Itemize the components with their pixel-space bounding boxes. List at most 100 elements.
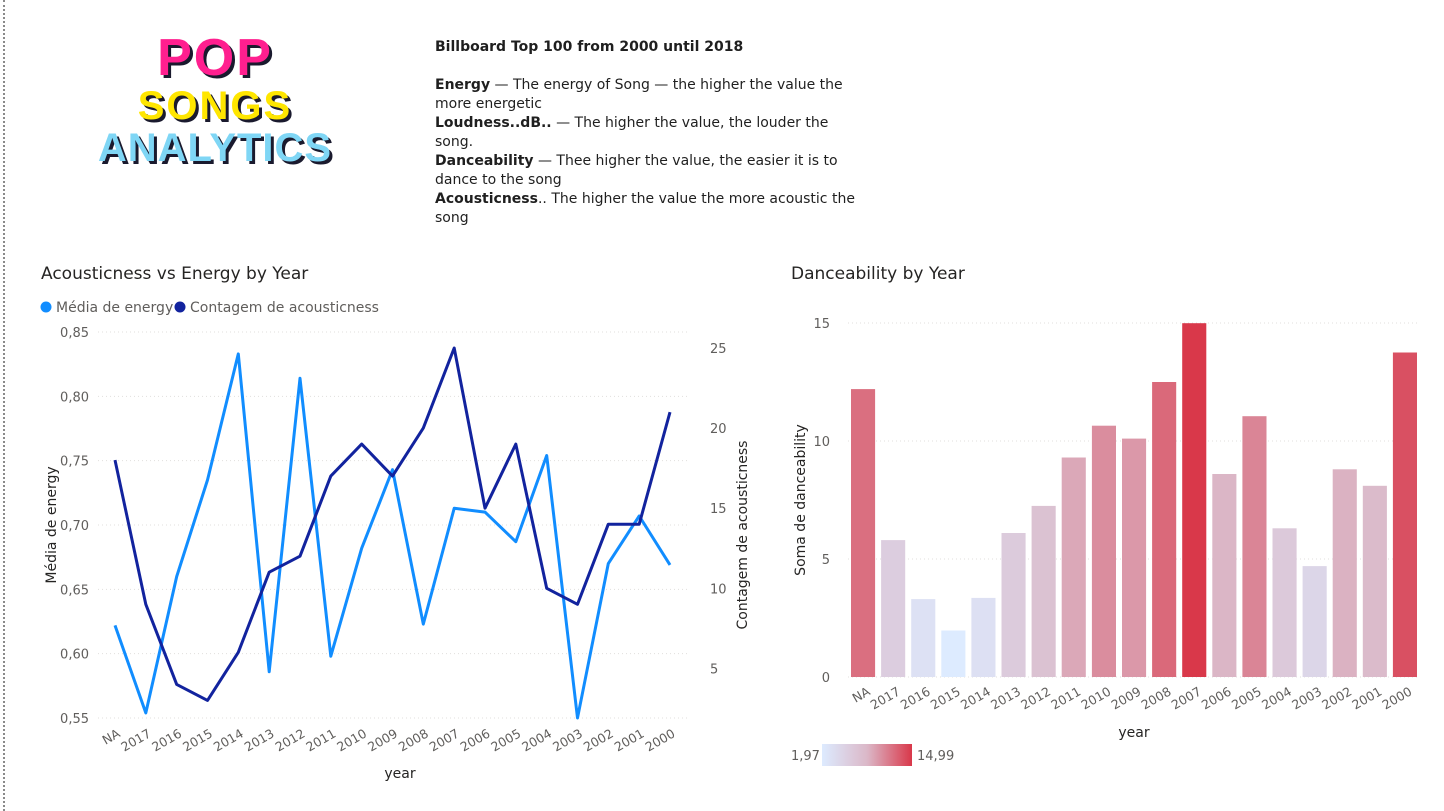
x-tick-label: 2014 <box>958 684 993 713</box>
bar <box>971 597 996 677</box>
y2-axis-title: Contagem de acousticness <box>735 441 751 630</box>
x-tick-label: 2006 <box>457 726 492 755</box>
description-term: Danceability <box>435 153 534 169</box>
legend-label-acousticness: Contagem de acousticness <box>190 300 379 316</box>
bar <box>1061 457 1086 677</box>
pop-songs-analytics-logo: POP SONGS ANALYTICS <box>95 32 335 182</box>
x-tick-label: 2015 <box>180 726 215 755</box>
description-term: Acousticness <box>435 191 538 207</box>
y2-tick-label: 20 <box>710 422 727 437</box>
legend-label-energy: Média de energy <box>56 300 173 316</box>
bar <box>1152 382 1177 677</box>
description-item-danceability: Danceability — Thee higher the value, th… <box>435 152 855 190</box>
x-tick-label: 2001 <box>612 726 647 755</box>
x-tick-label: 2001 <box>1349 684 1384 713</box>
x-tick-label: 2010 <box>1078 684 1113 713</box>
description-textbox: Billboard Top 100 from 2000 until 2018 E… <box>435 38 855 228</box>
color-scale-gradient <box>822 744 912 766</box>
x-tick-label: 2003 <box>1289 684 1324 713</box>
bar <box>1362 485 1387 677</box>
x-tick-label: 2017 <box>868 684 903 713</box>
y-tick-label: 10 <box>813 435 830 450</box>
description-term: Loudness..dB.. <box>435 115 552 131</box>
description-item-acousticness: Acousticness.. The higher the value the … <box>435 190 855 228</box>
x-tick-label: 2005 <box>488 726 523 755</box>
logo-line-songs: SONGS <box>137 84 293 128</box>
bar <box>1031 505 1056 677</box>
bar <box>1332 469 1357 677</box>
x-tick-label: 2005 <box>1229 684 1264 713</box>
x-tick-label: 2010 <box>334 726 369 755</box>
x-tick-label: 2015 <box>928 684 963 713</box>
x-tick-label: 2013 <box>242 726 277 755</box>
logo-line-pop: POP <box>157 29 273 87</box>
y-tick-label: 0,70 <box>60 519 89 534</box>
description-text: — The energy of Song — the higher the va… <box>435 77 843 112</box>
line-chart-title: Acousticness vs Energy by Year <box>41 264 309 284</box>
y-axis-title: Soma de danceability <box>793 424 809 576</box>
description-text: .. The higher the value the more acousti… <box>435 191 855 226</box>
y-tick-label: 0,65 <box>60 583 89 598</box>
logo-line-analytics: ANALYTICS <box>97 126 333 170</box>
x-tick-label: 2004 <box>519 726 554 755</box>
bar <box>1242 416 1267 677</box>
bar <box>1122 438 1147 677</box>
x-tick-label: 2017 <box>118 726 153 755</box>
bar <box>1302 566 1327 677</box>
y-tick-label: 0,80 <box>60 390 89 405</box>
color-scale-max-label: 14,99 <box>917 749 954 764</box>
y2-tick-label: 25 <box>710 342 727 357</box>
bar <box>1182 323 1207 677</box>
y-tick-label: 0,75 <box>60 455 89 470</box>
x-tick-label: 2007 <box>1169 684 1204 713</box>
color-scale-min-label: 1,97 <box>791 749 820 764</box>
y-tick-label: 0,85 <box>60 326 89 341</box>
legend-marker-acousticness <box>174 301 186 313</box>
x-tick-label: 2009 <box>1108 684 1143 713</box>
x-tick-label: 2012 <box>272 726 307 755</box>
x-tick-label: 2002 <box>581 726 616 755</box>
x-tick-label: 2000 <box>642 726 677 755</box>
x-tick-label: 2008 <box>396 726 431 755</box>
y-tick-label: 0,60 <box>60 648 89 663</box>
bar <box>1392 352 1417 677</box>
bar-chart-title: Danceability by Year <box>791 264 965 284</box>
y-tick-label: 0 <box>822 671 830 686</box>
y-tick-label: 5 <box>822 553 830 568</box>
x-tick-label: 2007 <box>427 726 462 755</box>
x-tick-label: 2016 <box>898 684 933 713</box>
bar <box>1272 528 1297 677</box>
description-term: Energy <box>435 77 491 93</box>
x-tick-label: 2011 <box>303 726 338 755</box>
bar <box>1212 474 1237 677</box>
bar-chart[interactable]: 051015NA20172016201520142013201220112010… <box>770 290 1444 780</box>
x-tick-label: 2016 <box>149 726 184 755</box>
x-tick-label: 2011 <box>1048 684 1083 713</box>
y2-tick-label: 5 <box>710 662 718 677</box>
bar <box>1001 533 1026 677</box>
energy-series-line <box>113 352 672 720</box>
x-tick-label: 2014 <box>211 726 246 755</box>
description-text: — Thee higher the value, the easier it i… <box>435 153 838 188</box>
description-title: Billboard Top 100 from 2000 until 2018 <box>435 39 744 55</box>
bar <box>851 389 876 677</box>
description-text: — The higher the value, the louder the s… <box>435 115 829 150</box>
y-axis-title: Média de energy <box>44 466 60 583</box>
x-tick-label: 2003 <box>550 726 585 755</box>
x-tick-label: 2006 <box>1199 684 1234 713</box>
x-tick-label: 2002 <box>1319 684 1354 713</box>
x-axis-title: year <box>384 766 415 782</box>
description-item-energy: Energy — The energy of Song — the higher… <box>435 76 855 114</box>
x-tick-label: 2004 <box>1259 684 1294 713</box>
x-axis-title: year <box>1118 725 1149 741</box>
line-chart[interactable]: Média de energy Contagem de acousticness 0… <box>0 290 770 800</box>
x-tick-label: 2012 <box>1018 684 1053 713</box>
bar <box>1091 425 1116 677</box>
y-tick-label: 15 <box>813 317 830 332</box>
x-tick-label: 2013 <box>988 684 1023 713</box>
x-tick-label: 2009 <box>365 726 400 755</box>
x-tick-label: 2008 <box>1139 684 1174 713</box>
bar <box>941 630 966 677</box>
bar <box>911 599 936 677</box>
bar <box>881 540 906 677</box>
